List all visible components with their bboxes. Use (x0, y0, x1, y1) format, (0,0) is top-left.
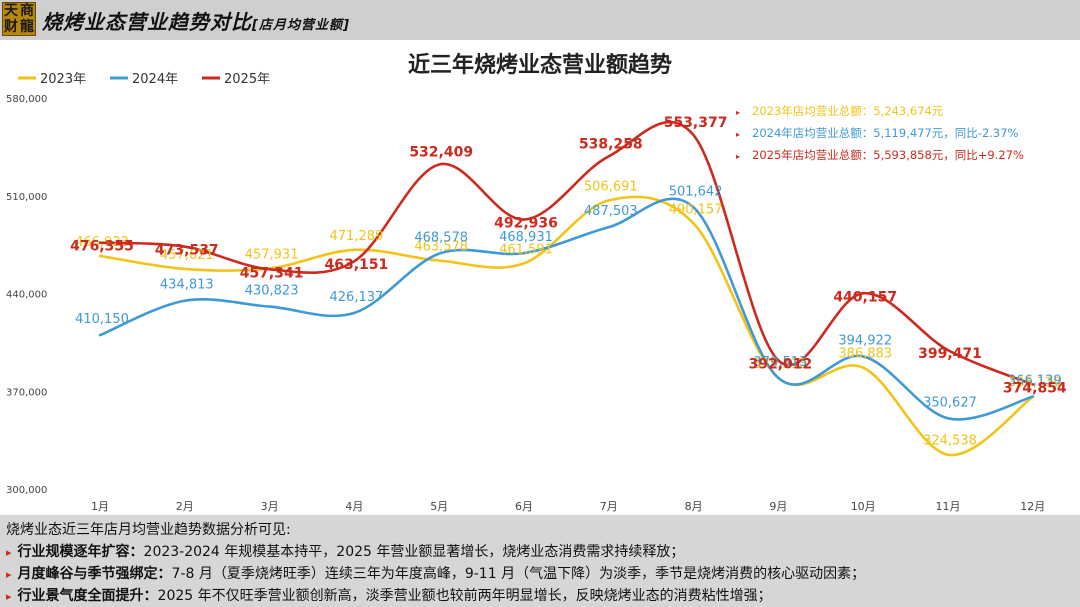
data-label: 463,151 (325, 257, 389, 273)
data-label: 490,157 (669, 202, 723, 217)
data-label: 501,642 (669, 184, 723, 199)
data-labels: 466,923 457,621 457,931 471,289 463,578 461,5… (70, 115, 1067, 449)
bullet-key: 行业景气度全面提升： (17, 588, 158, 604)
header: 天 商 财 龍 烧烤业态营业趋势对比[店月均营业额] (0, 0, 1080, 40)
data-label: 532,409 (409, 144, 473, 160)
bullet-text: 7-8 月（夏季烧烤旺季）连续三年为年度高峰，9-11 月（气温下降）为淡季，季… (171, 566, 866, 582)
annotation-marker-icon: ▸ (736, 152, 740, 161)
y-tick-label: 580,000 (6, 94, 47, 105)
data-label: 463,578 (414, 240, 468, 255)
chart-annotations: ▸ 2023年店均营业总额：5,243,674元 ▸ 2024年店均营业总额：5,11… (736, 104, 1024, 162)
series-line-2025年 (98, 120, 1035, 386)
data-label: 386,883 (838, 347, 892, 362)
data-label: 468,931 (499, 230, 553, 245)
data-label: 392,012 (749, 357, 813, 373)
y-tick-label: 300,000 (6, 485, 47, 496)
y-tick-label: 510,000 (6, 192, 47, 203)
data-label: 430,823 (245, 284, 299, 299)
x-tick-label: 9月 (769, 500, 787, 513)
chart-legend: 2023年 2024年 2025年 (18, 72, 270, 87)
data-label: 466,923 (75, 235, 129, 250)
x-tick-label: 4月 (345, 500, 363, 513)
bullet-marker-icon: ▸ (6, 568, 12, 581)
data-label: 410,150 (75, 312, 129, 327)
data-label: 538,258 (579, 136, 643, 152)
x-axis: 1月 2月 3月 4月 5月 6月 7月 8月 9月 10月 11月 12月 (91, 500, 1045, 513)
annotation-marker-icon: ▸ (736, 130, 740, 139)
bullet-text: 2023-2024 年规模基本持平，2025 年营业额显著增长，烧烤业态消费需求… (143, 544, 685, 560)
data-label: 457,341 (240, 265, 304, 281)
data-label: 440,157 (833, 289, 897, 305)
x-tick-label: 6月 (515, 500, 533, 513)
line-chart: 近三年烧烤业态营业额趋势 2023年 2024年 2025年 300,000 370,… (6, 52, 1067, 513)
data-label: 394,922 (838, 333, 892, 348)
analysis-bullet: ▸ 行业景气度全面提升：2025 年不仅旺季营业额创新高，淡季营业额也较前两年明显… (6, 585, 772, 605)
chart-title: 近三年烧烤业态营业额趋势 (408, 52, 672, 78)
data-label: 434,813 (160, 278, 214, 293)
data-label: 492,936 (494, 216, 558, 232)
legend-label: 2024年 (132, 72, 178, 87)
data-label: 366,139 (1008, 376, 1062, 391)
chart-panel: 近三年烧烤业态营业额趋势 2023年 2024年 2025年 300,000 370,… (0, 40, 1080, 515)
x-tick-label: 10月 (851, 500, 876, 513)
y-tick-label: 370,000 (6, 387, 47, 398)
y-axis: 300,000 370,000 440,000 510,000 580,000 (6, 94, 47, 496)
data-label: 457,621 (160, 248, 214, 263)
data-label: 473,537 (155, 243, 219, 259)
annotation-text: 2025年店均营业总额：5,593,858元，同比+9.27% (752, 148, 1024, 162)
brand-logo: 天 商 财 龍 (2, 2, 36, 36)
bullet-key: 行业规模逐年扩容： (17, 544, 144, 560)
annotation-text: 2024年店均营业总额：5,119,477元，同比-2.37% (752, 126, 1019, 140)
x-tick-label: 11月 (936, 500, 961, 513)
data-label: 374,854 (1003, 380, 1067, 396)
bullet-marker-icon: ▸ (6, 546, 12, 559)
legend-label: 2025年 (224, 72, 270, 87)
page-title-text: 烧烤业态营业趋势对比 (42, 10, 252, 34)
data-label: 461,591 (499, 242, 553, 257)
data-label: 487,503 (584, 204, 638, 219)
analysis-bullet: ▸ 行业规模逐年扩容：2023-2024 年规模基本持平，2025 年营业额显著增… (6, 541, 684, 561)
data-label: 468,578 (414, 231, 468, 246)
series-lines (98, 120, 1035, 457)
bullet-text: 2025 年不仅旺季营业额创新高，淡季营业额也较前两年明显增长，反映烧烤业态的消… (157, 588, 772, 604)
data-label: 379,513 (754, 357, 808, 372)
x-tick-label: 5月 (430, 500, 448, 513)
page-subtitle: [店月均营业额] (252, 18, 350, 33)
analysis-section: 烧烤业态近三年店月均营业趋势数据分析可见: ▸ 行业规模逐年扩容：2023-202… (0, 515, 1080, 607)
x-tick-label: 1月 (91, 500, 109, 513)
y-tick-label: 440,000 (6, 290, 47, 301)
legend-label: 2023年 (40, 72, 86, 87)
bullet-key: 月度峰谷与季节强绑定： (17, 566, 172, 582)
analysis-bullet: ▸ 月度峰谷与季节强绑定：7-8 月（夏季烧烤旺季）连续三年为年度高峰，9-11 … (6, 563, 865, 583)
page-title: 烧烤业态营业趋势对比[店月均营业额] (42, 6, 350, 35)
data-label: 350,627 (923, 395, 977, 410)
data-label: 379,513 (754, 355, 808, 370)
analysis-intro: 烧烤业态近三年店月均营业趋势数据分析可见: (6, 522, 291, 538)
data-label: 553,377 (664, 115, 728, 131)
data-label: 471,289 (330, 229, 384, 244)
x-tick-label: 3月 (261, 500, 279, 513)
series-line-2024年 (98, 197, 1035, 421)
bullet-marker-icon: ▸ (6, 590, 12, 603)
data-label: 506,691 (584, 179, 638, 194)
x-tick-label: 12月 (1020, 500, 1045, 513)
data-label: 476,355 (70, 239, 134, 255)
data-label: 426,137 (330, 290, 384, 305)
data-label: 457,931 (245, 247, 299, 262)
annotation-text: 2023年店均营业总额：5,243,674元 (752, 104, 944, 118)
data-label: 366,139 (1008, 374, 1062, 389)
x-tick-label: 8月 (685, 500, 703, 513)
data-label: 399,471 (918, 346, 982, 362)
series-line-2023年 (98, 195, 1035, 457)
data-label: 324,538 (923, 434, 977, 449)
annotation-marker-icon: ▸ (736, 108, 740, 117)
x-tick-label: 2月 (176, 500, 194, 513)
x-tick-label: 7月 (600, 500, 618, 513)
